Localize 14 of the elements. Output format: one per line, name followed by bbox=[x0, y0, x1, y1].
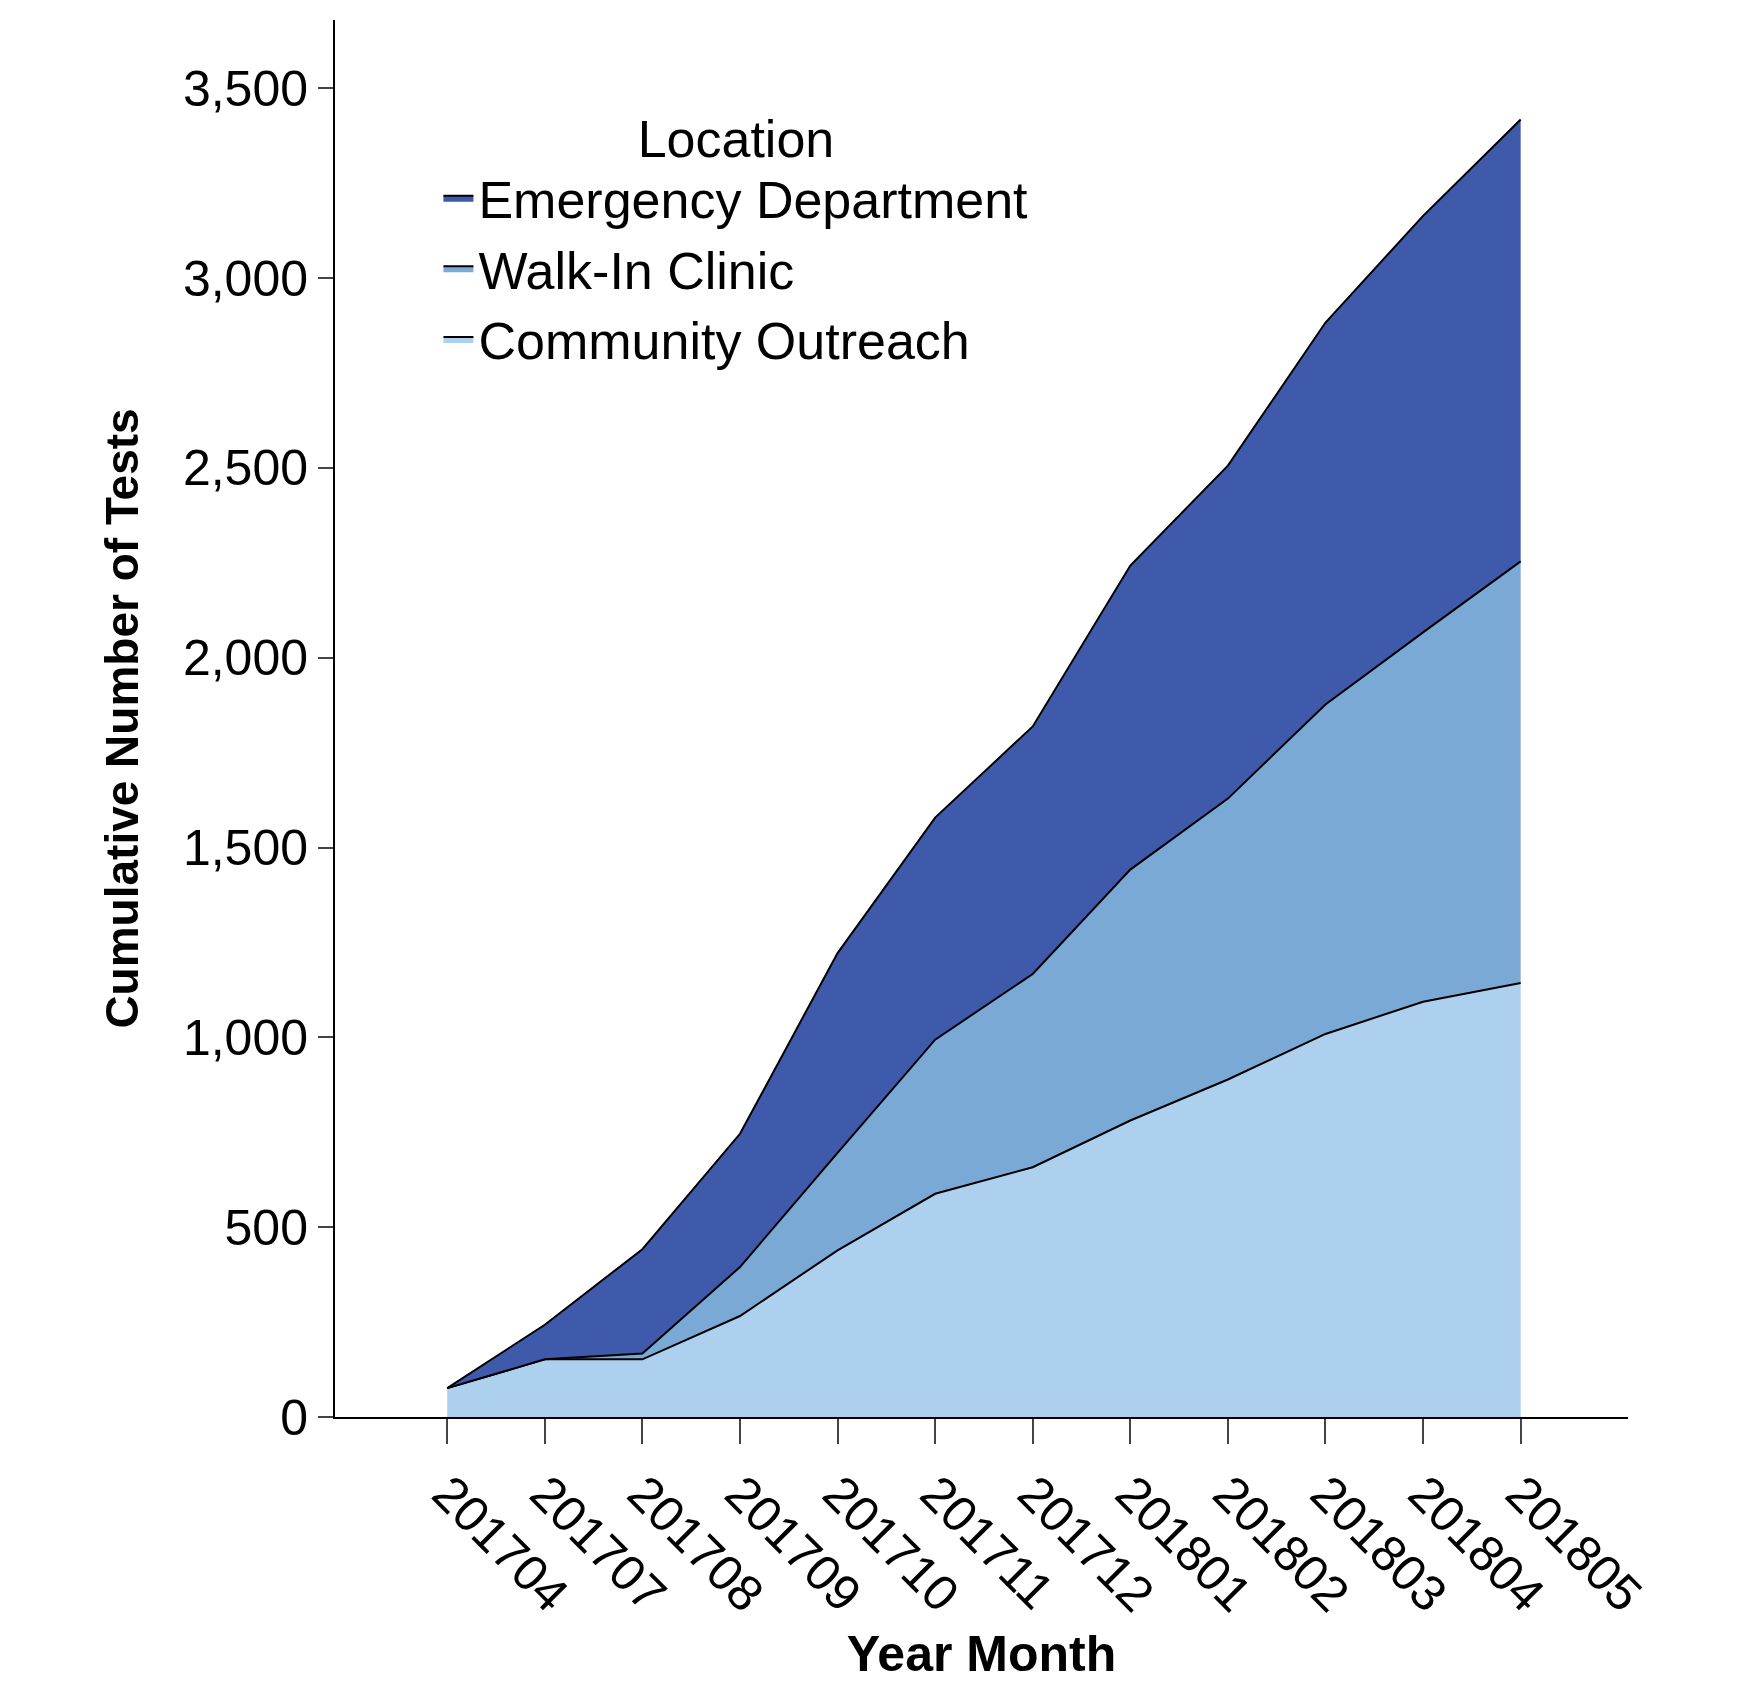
y-tick-label: 1,000 bbox=[182, 1009, 308, 1066]
y-tick-label: 500 bbox=[224, 1199, 308, 1256]
legend-label: Walk-In Clinic bbox=[478, 241, 795, 300]
y-tick-label: 0 bbox=[280, 1389, 308, 1446]
legend-label: Community Outreach bbox=[478, 312, 970, 371]
legend-title: Location bbox=[637, 110, 835, 169]
y-tick-label: 2,000 bbox=[182, 630, 308, 687]
y-tick-label: 2,500 bbox=[182, 440, 308, 497]
y-tick-label: 1,500 bbox=[182, 820, 308, 877]
x-axis-title: Year Month bbox=[846, 1626, 1117, 1682]
legend-label: Emergency Department bbox=[478, 171, 1029, 230]
y-tick-label: 3,500 bbox=[182, 60, 308, 117]
y-axis-title: Cumulative Number of Tests bbox=[95, 408, 148, 1029]
y-tick-label: 3,000 bbox=[182, 250, 308, 307]
